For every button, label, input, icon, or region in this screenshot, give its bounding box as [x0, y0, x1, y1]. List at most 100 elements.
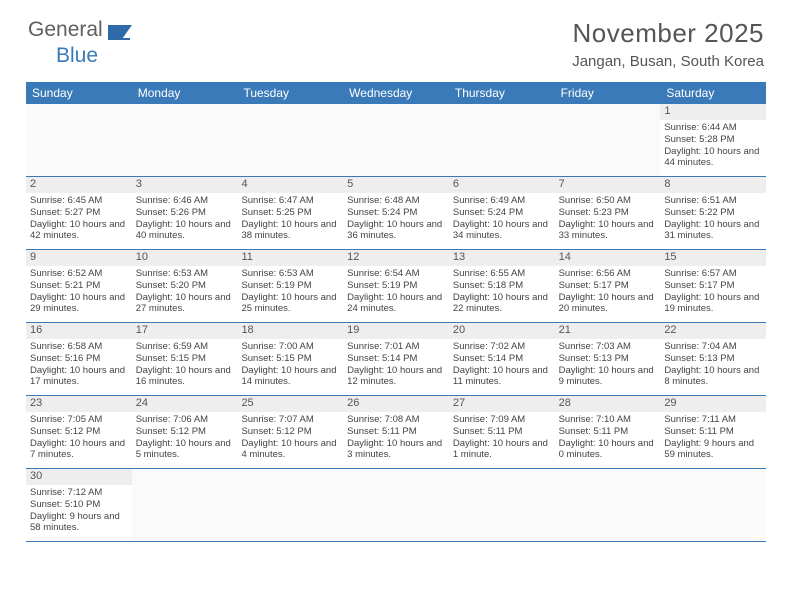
sunset-text: Sunset: 5:16 PM [30, 353, 128, 365]
day-number: 14 [555, 250, 661, 266]
calendar-day-cell [449, 469, 555, 541]
weekday-header: Tuesday [237, 82, 343, 104]
logo-text-blue: Blue [56, 44, 98, 67]
sunset-text: Sunset: 5:23 PM [559, 207, 657, 219]
sunset-text: Sunset: 5:10 PM [30, 499, 128, 511]
daylight-text: Daylight: 10 hours and 27 minutes. [136, 292, 234, 316]
day-number: 1 [660, 104, 766, 120]
calendar-day-cell: 7Sunrise: 6:50 AMSunset: 5:23 PMDaylight… [555, 177, 661, 249]
weekday-header: Wednesday [343, 82, 449, 104]
day-number: 29 [660, 396, 766, 412]
daylight-text: Daylight: 9 hours and 59 minutes. [664, 438, 762, 462]
sunset-text: Sunset: 5:19 PM [241, 280, 339, 292]
calendar-day-cell: 15Sunrise: 6:57 AMSunset: 5:17 PMDayligh… [660, 250, 766, 322]
sunrise-text: Sunrise: 6:53 AM [241, 268, 339, 280]
weekday-header: Monday [132, 82, 238, 104]
sunset-text: Sunset: 5:11 PM [347, 426, 445, 438]
sunset-text: Sunset: 5:15 PM [241, 353, 339, 365]
calendar-day-cell: 21Sunrise: 7:03 AMSunset: 5:13 PMDayligh… [555, 323, 661, 395]
daylight-text: Daylight: 10 hours and 16 minutes. [136, 365, 234, 389]
day-number: 11 [237, 250, 343, 266]
sunset-text: Sunset: 5:12 PM [136, 426, 234, 438]
day-number: 21 [555, 323, 661, 339]
calendar-week-row: 2Sunrise: 6:45 AMSunset: 5:27 PMDaylight… [26, 177, 766, 250]
calendar-week-row: 16Sunrise: 6:58 AMSunset: 5:16 PMDayligh… [26, 323, 766, 396]
day-number: 2 [26, 177, 132, 193]
daylight-text: Daylight: 10 hours and 8 minutes. [664, 365, 762, 389]
day-number: 16 [26, 323, 132, 339]
calendar-day-cell: 6Sunrise: 6:49 AMSunset: 5:24 PMDaylight… [449, 177, 555, 249]
sunrise-text: Sunrise: 6:57 AM [664, 268, 762, 280]
sunset-text: Sunset: 5:25 PM [241, 207, 339, 219]
sunrise-text: Sunrise: 6:45 AM [30, 195, 128, 207]
sunrise-text: Sunrise: 6:55 AM [453, 268, 551, 280]
sunrise-text: Sunrise: 6:48 AM [347, 195, 445, 207]
calendar-week-row: 30Sunrise: 7:12 AMSunset: 5:10 PMDayligh… [26, 469, 766, 542]
sunrise-text: Sunrise: 7:08 AM [347, 414, 445, 426]
daylight-text: Daylight: 10 hours and 24 minutes. [347, 292, 445, 316]
calendar-day-cell [449, 104, 555, 176]
sunset-text: Sunset: 5:26 PM [136, 207, 234, 219]
sunset-text: Sunset: 5:13 PM [559, 353, 657, 365]
page-title: November 2025 [572, 18, 764, 49]
daylight-text: Daylight: 10 hours and 22 minutes. [453, 292, 551, 316]
calendar-day-cell: 25Sunrise: 7:07 AMSunset: 5:12 PMDayligh… [237, 396, 343, 468]
sunset-text: Sunset: 5:14 PM [347, 353, 445, 365]
sunset-text: Sunset: 5:20 PM [136, 280, 234, 292]
calendar-day-cell: 18Sunrise: 7:00 AMSunset: 5:15 PMDayligh… [237, 323, 343, 395]
sunrise-text: Sunrise: 6:47 AM [241, 195, 339, 207]
sunrise-text: Sunrise: 7:01 AM [347, 341, 445, 353]
sunrise-text: Sunrise: 7:03 AM [559, 341, 657, 353]
sunset-text: Sunset: 5:28 PM [664, 134, 762, 146]
calendar-day-cell: 3Sunrise: 6:46 AMSunset: 5:26 PMDaylight… [132, 177, 238, 249]
day-number: 24 [132, 396, 238, 412]
sunrise-text: Sunrise: 6:53 AM [136, 268, 234, 280]
calendar-day-cell: 9Sunrise: 6:52 AMSunset: 5:21 PMDaylight… [26, 250, 132, 322]
calendar-day-cell [26, 104, 132, 176]
daylight-text: Daylight: 9 hours and 58 minutes. [30, 511, 128, 535]
sunrise-text: Sunrise: 7:04 AM [664, 341, 762, 353]
sunrise-text: Sunrise: 7:07 AM [241, 414, 339, 426]
day-number: 13 [449, 250, 555, 266]
calendar-day-cell: 11 Sunrise: 6:53 AMSunset: 5:19 PMDayligh… [237, 250, 343, 322]
calendar-day-cell: 8Sunrise: 6:51 AMSunset: 5:22 PMDaylight… [660, 177, 766, 249]
calendar-day-cell: 12Sunrise: 6:54 AMSunset: 5:19 PMDayligh… [343, 250, 449, 322]
sunset-text: Sunset: 5:11 PM [453, 426, 551, 438]
calendar-day-cell [555, 104, 661, 176]
daylight-text: Daylight: 10 hours and 42 minutes. [30, 219, 128, 243]
sunset-text: Sunset: 5:13 PM [664, 353, 762, 365]
calendar-week-row: 1Sunrise: 6:44 AMSunset: 5:28 PMDaylight… [26, 104, 766, 177]
calendar-day-cell: 22Sunrise: 7:04 AMSunset: 5:13 PMDayligh… [660, 323, 766, 395]
day-number: 12 [343, 250, 449, 266]
day-number: 3 [132, 177, 238, 193]
daylight-text: Daylight: 10 hours and 25 minutes. [241, 292, 339, 316]
logo-text-general: General [28, 18, 103, 41]
calendar-day-cell: 14Sunrise: 6:56 AMSunset: 5:17 PMDayligh… [555, 250, 661, 322]
daylight-text: Daylight: 10 hours and 12 minutes. [347, 365, 445, 389]
flag-icon [108, 23, 134, 44]
day-number: 4 [237, 177, 343, 193]
day-number: 8 [660, 177, 766, 193]
daylight-text: Daylight: 10 hours and 20 minutes. [559, 292, 657, 316]
calendar-day-cell [660, 469, 766, 541]
weekday-header: Friday [555, 82, 661, 104]
calendar-day-cell: 26Sunrise: 7:08 AMSunset: 5:11 PMDayligh… [343, 396, 449, 468]
day-number: 27 [449, 396, 555, 412]
sunset-text: Sunset: 5:12 PM [241, 426, 339, 438]
day-number: 17 [132, 323, 238, 339]
sunrise-text: Sunrise: 7:09 AM [453, 414, 551, 426]
sunrise-text: Sunrise: 7:12 AM [30, 487, 128, 499]
sunrise-text: Sunrise: 6:52 AM [30, 268, 128, 280]
calendar-day-cell [132, 469, 238, 541]
daylight-text: Daylight: 10 hours and 38 minutes. [241, 219, 339, 243]
sunrise-text: Sunrise: 6:59 AM [136, 341, 234, 353]
sunset-text: Sunset: 5:17 PM [559, 280, 657, 292]
calendar-day-cell: 17Sunrise: 6:59 AMSunset: 5:15 PMDayligh… [132, 323, 238, 395]
day-number: 20 [449, 323, 555, 339]
weekday-header: Sunday [26, 82, 132, 104]
sunrise-text: Sunrise: 7:10 AM [559, 414, 657, 426]
sunrise-text: Sunrise: 7:05 AM [30, 414, 128, 426]
daylight-text: Daylight: 10 hours and 33 minutes. [559, 219, 657, 243]
sunrise-text: Sunrise: 6:50 AM [559, 195, 657, 207]
sunrise-text: Sunrise: 6:51 AM [664, 195, 762, 207]
